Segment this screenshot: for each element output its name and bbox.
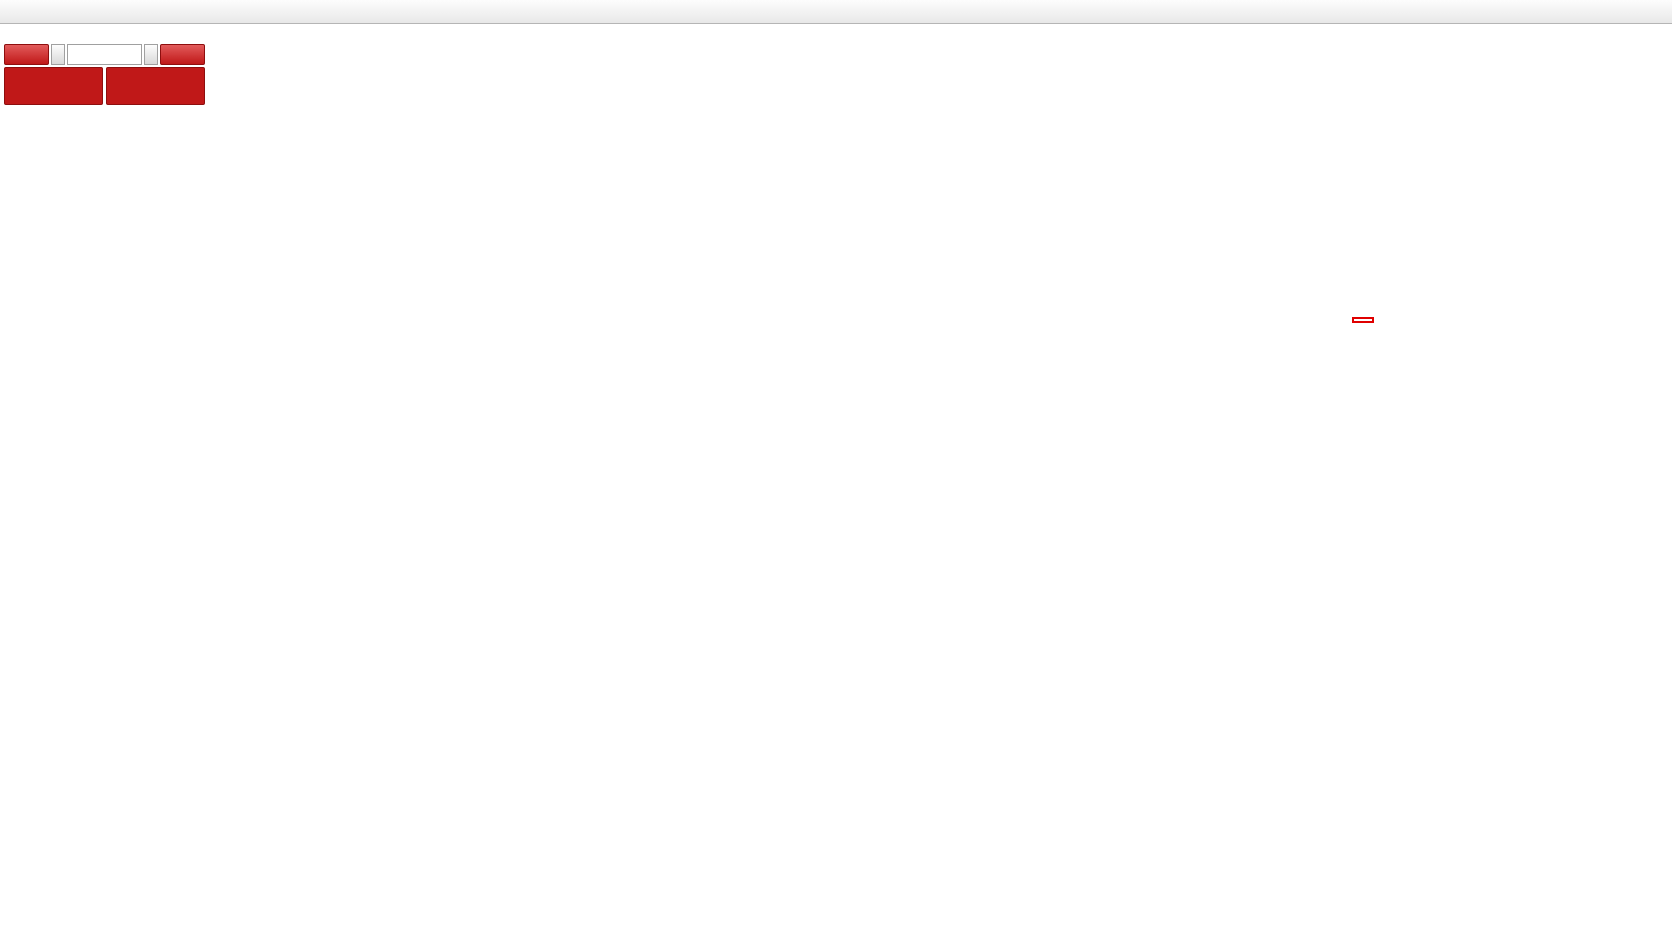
buy-price-button[interactable] [106, 67, 205, 105]
macd-indicator-label [5, 552, 20, 564]
volume-input[interactable] [67, 44, 142, 65]
toolbar [0, 0, 1672, 24]
sell-price-button[interactable] [4, 67, 103, 105]
rsi-indicator-label [5, 706, 15, 718]
one-click-trading-panel [4, 44, 205, 105]
volume-decrease-button[interactable] [51, 44, 65, 65]
pivot-price-label[interactable] [1352, 317, 1374, 323]
volume-increase-button[interactable] [144, 44, 158, 65]
chart-header [7, 27, 29, 39]
sell-button[interactable] [4, 44, 49, 65]
buy-button[interactable] [160, 44, 205, 65]
